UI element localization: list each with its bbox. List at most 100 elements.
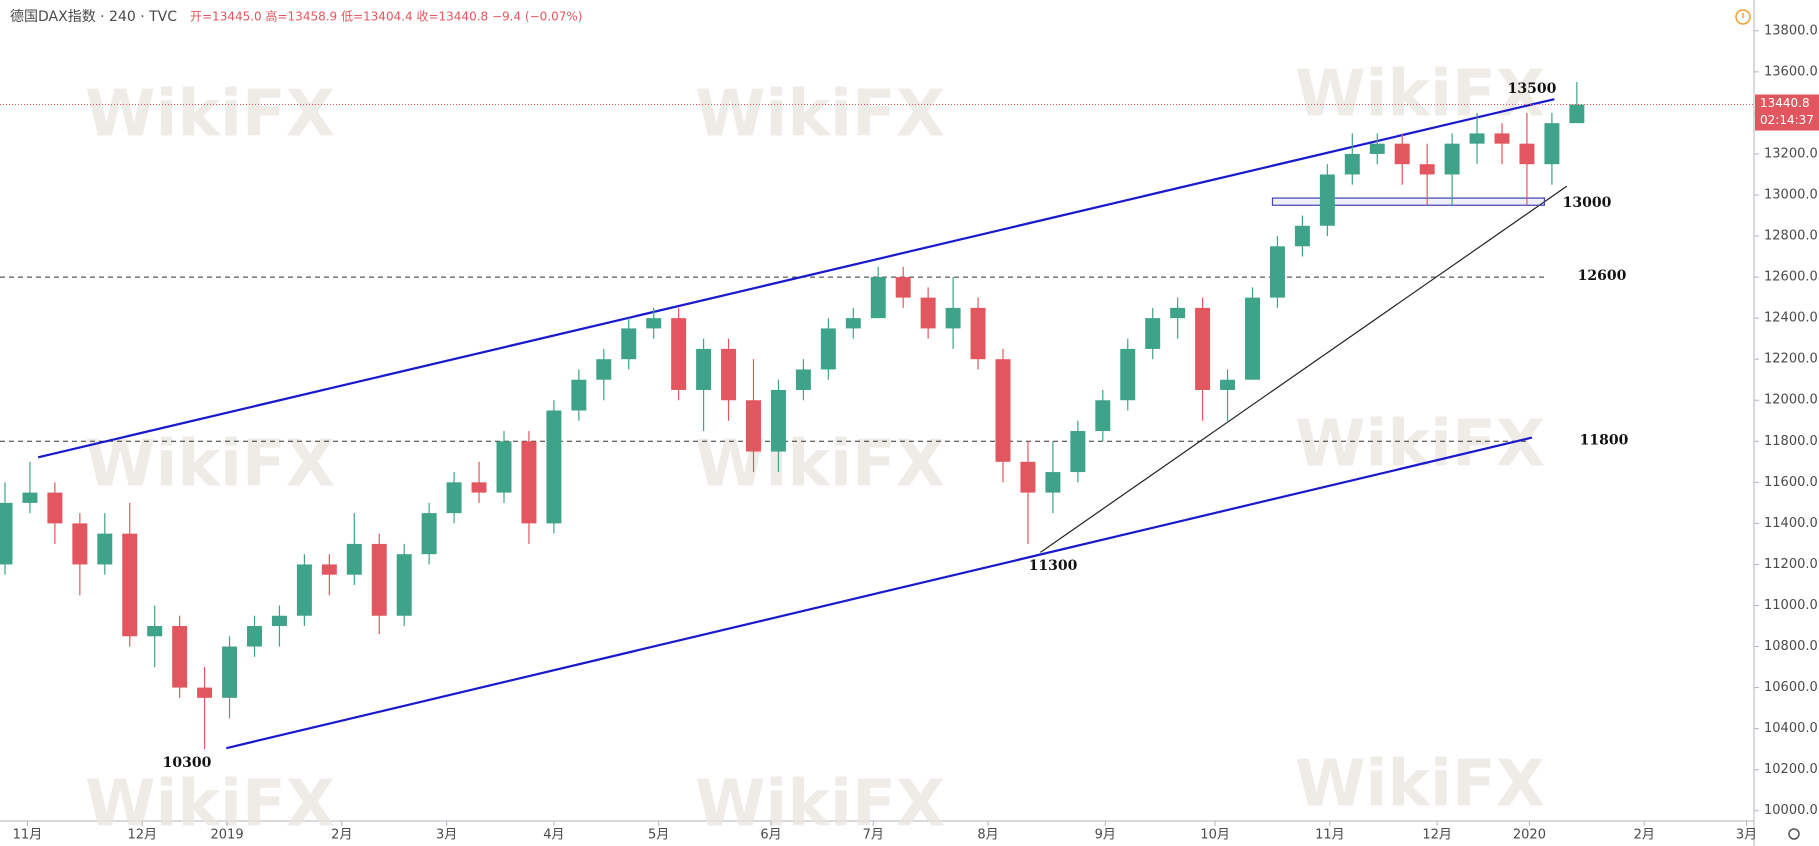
candle-body bbox=[721, 348, 737, 401]
candle-body bbox=[1045, 472, 1061, 493]
candle-body bbox=[895, 277, 911, 298]
y-tick-label: 10200.0 bbox=[1764, 762, 1818, 777]
y-tick-label: 12400.0 bbox=[1764, 311, 1818, 326]
candle-body bbox=[1070, 431, 1086, 473]
trend-line bbox=[1040, 185, 1568, 553]
candle-body bbox=[596, 359, 612, 380]
y-tick-label: 11400.0 bbox=[1764, 516, 1818, 531]
candle-body bbox=[920, 297, 936, 329]
candle-body bbox=[820, 328, 836, 370]
y-tick-label: 11800.0 bbox=[1764, 434, 1818, 449]
countdown: 02:14:37 bbox=[1760, 113, 1814, 127]
candle-body bbox=[945, 307, 961, 329]
x-tick-label: 11月 bbox=[13, 828, 43, 843]
x-tick-label: 3月 bbox=[1736, 828, 1757, 843]
watermark: WikiFX bbox=[1295, 748, 1545, 822]
candle-body bbox=[1245, 297, 1260, 380]
candle-body bbox=[271, 615, 287, 627]
x-tick-label: 6月 bbox=[760, 828, 781, 843]
candle-body bbox=[795, 369, 811, 390]
candle-body bbox=[1419, 164, 1435, 175]
last-price-box bbox=[1755, 94, 1819, 131]
candle-body bbox=[496, 441, 512, 493]
candle-body bbox=[1195, 307, 1211, 390]
candle-body bbox=[446, 482, 462, 514]
candle-body bbox=[845, 318, 861, 329]
candle-body bbox=[172, 626, 188, 688]
candle-body bbox=[1095, 400, 1111, 432]
y-tick-label: 10000.0 bbox=[1764, 803, 1818, 818]
candle-body bbox=[296, 564, 312, 616]
candle-body bbox=[147, 626, 163, 637]
candle-body bbox=[1444, 143, 1460, 175]
candle-body bbox=[1020, 461, 1036, 493]
candle-body bbox=[222, 646, 238, 698]
candle-body bbox=[122, 533, 138, 637]
candle-body bbox=[571, 379, 587, 411]
last-price-label: 13440.8 bbox=[1760, 96, 1810, 110]
watermark: WikiFX bbox=[85, 78, 335, 152]
level-label: 11800 bbox=[1580, 432, 1629, 448]
point-label: 13500 bbox=[1508, 81, 1557, 97]
level-label: 12600 bbox=[1578, 268, 1627, 284]
x-tick-label: 2020 bbox=[1513, 828, 1546, 843]
candle-body bbox=[770, 389, 786, 452]
candle-body bbox=[471, 482, 487, 493]
y-tick-label: 11000.0 bbox=[1764, 598, 1818, 613]
x-tick-label: 11月 bbox=[1315, 828, 1345, 843]
watermark: WikiFX bbox=[1295, 58, 1545, 132]
candle-body bbox=[197, 687, 213, 698]
candle-body bbox=[1519, 143, 1535, 165]
candle-body bbox=[371, 543, 387, 616]
candle-body bbox=[1369, 143, 1385, 154]
candle-body bbox=[97, 533, 113, 565]
x-tick-label: 7月 bbox=[863, 828, 884, 843]
x-tick-label: 3月 bbox=[436, 828, 457, 843]
candle-body bbox=[521, 441, 537, 524]
candle-body bbox=[1344, 153, 1360, 175]
candle-body bbox=[1220, 379, 1236, 390]
support-zone bbox=[1271, 197, 1546, 206]
x-tick-label: 5月 bbox=[648, 828, 669, 843]
x-tick-label: 8月 bbox=[977, 828, 998, 843]
y-tick-label: 12600.0 bbox=[1764, 270, 1818, 285]
alert-icon[interactable] bbox=[1735, 9, 1751, 25]
watermark: WikiFX bbox=[695, 768, 945, 842]
watermark: WikiFX bbox=[1295, 408, 1545, 482]
settings-icon[interactable] bbox=[1788, 828, 1800, 840]
y-tick-label: 12000.0 bbox=[1764, 393, 1818, 408]
y-tick-label: 11600.0 bbox=[1764, 475, 1818, 490]
candle-body bbox=[421, 513, 437, 555]
candle-body bbox=[1319, 174, 1335, 226]
chart-title: 德国DAX指数 · 240 · TVC bbox=[10, 9, 177, 25]
y-tick-label: 13800.0 bbox=[1764, 23, 1818, 38]
x-tick-label: 4月 bbox=[543, 828, 564, 843]
candle-body bbox=[47, 492, 63, 524]
candle-body bbox=[1145, 318, 1161, 349]
candle-body bbox=[746, 400, 761, 452]
y-tick-label: 13600.0 bbox=[1764, 64, 1818, 79]
candle-body bbox=[396, 554, 412, 616]
point-label: 13000 bbox=[1563, 195, 1612, 211]
candle-body bbox=[1294, 225, 1310, 247]
candle-body bbox=[1120, 348, 1136, 401]
watermark: WikiFX bbox=[695, 428, 945, 502]
trend-line bbox=[226, 436, 1533, 750]
y-tick-label: 10600.0 bbox=[1764, 680, 1818, 695]
candle-body bbox=[321, 564, 337, 575]
candle-body bbox=[22, 492, 38, 503]
candle-body bbox=[646, 318, 662, 329]
trend-line bbox=[37, 98, 1555, 459]
candle-body bbox=[72, 523, 88, 565]
candle-body bbox=[546, 410, 562, 524]
watermark: WikiFX bbox=[85, 428, 335, 502]
x-tick-label: 12月 bbox=[1422, 828, 1452, 843]
candle-body bbox=[1569, 104, 1585, 124]
y-tick-label: 13200.0 bbox=[1764, 146, 1818, 161]
y-tick-label: 12200.0 bbox=[1764, 352, 1818, 367]
y-tick-label: 11200.0 bbox=[1764, 557, 1818, 572]
y-tick-label: 12800.0 bbox=[1764, 229, 1818, 244]
candle-body bbox=[671, 318, 687, 390]
candle-body bbox=[970, 307, 986, 360]
